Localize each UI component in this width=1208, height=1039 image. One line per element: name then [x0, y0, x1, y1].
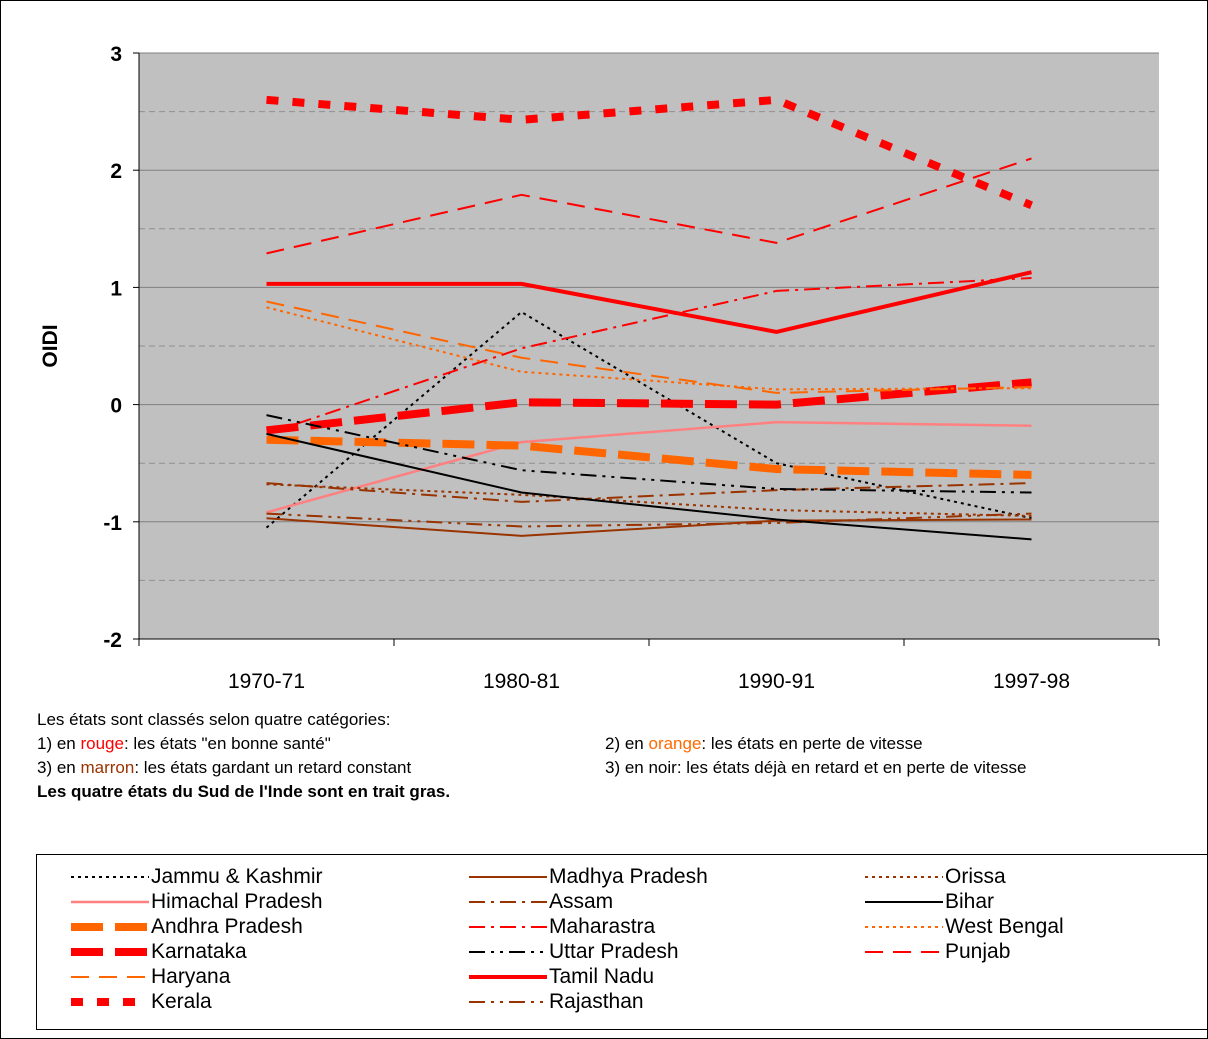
notes-bold-line: Les quatre états du Sud de l'Inde sont e…	[37, 782, 451, 801]
note-item-4: 3) en noir: les états déjà en retard et …	[605, 758, 1027, 777]
legend-swatch	[469, 901, 547, 903]
line-chart: -2 -1 0 1 2 3 1970-71 1980-81 1990-91 1997-98 OID…	[39, 43, 1160, 693]
axes: -2 -1 0 1 2 3 1970-71 1980-81 1990-91 1997-98	[103, 43, 1160, 693]
legend-swatch	[469, 876, 547, 878]
y-tick-label: 0	[110, 395, 122, 418]
legend-swatch	[71, 948, 149, 956]
legend-swatch	[71, 923, 149, 931]
legend-label: Maharastra	[549, 915, 656, 938]
legend-label: Kerala	[151, 990, 212, 1013]
legend-label: Rajasthan	[549, 990, 644, 1013]
notes-row-2: 3) en marron: les états gardant un retar…	[37, 756, 1197, 780]
legend-swatch	[865, 901, 943, 903]
legend-swatch	[469, 926, 547, 928]
series-line-himachal-pradesh	[266, 420, 1032, 514]
series-line-karnataka	[266, 378, 1032, 435]
legend-swatch	[865, 951, 943, 953]
legend-swatch	[71, 998, 149, 1006]
legend-label: Uttar Pradesh	[549, 940, 679, 963]
note-item-3: 3) en marron: les états gardant un retar…	[37, 758, 412, 777]
x-tick-label: 1990-91	[738, 670, 815, 693]
notes-intro: Les états sont classés selon quatre caté…	[37, 710, 391, 729]
series-line-andhra-pradesh	[266, 435, 1032, 479]
y-axis-label: OIDI	[39, 324, 62, 367]
legend-label: Assam	[549, 890, 614, 913]
series-line-haryana	[266, 300, 1032, 394]
y-tick-label: -1	[103, 512, 122, 535]
legend-label: Tamil Nadu	[549, 965, 655, 988]
legend-label: Bihar	[945, 890, 995, 913]
legend-label: Himachal Pradesh	[151, 890, 323, 913]
legend-swatch	[865, 876, 943, 878]
y-tick-label: 1	[110, 277, 122, 300]
notes-row-1: 1) en rouge: les états "en bonne santé" …	[37, 732, 1197, 756]
series-line-orissa	[266, 483, 1032, 517]
series-line-west-bengal	[266, 306, 1032, 391]
series-line-bihar	[266, 432, 1032, 541]
x-tick-label: 1997-98	[993, 670, 1070, 693]
legend-swatch	[71, 976, 149, 978]
legend-label: Andhra Pradesh	[151, 915, 303, 938]
legend: Jammu & Kashmir Himachal Pradesh Andhra Pr…	[36, 854, 1208, 1030]
legend-label: Punjab	[945, 940, 1011, 963]
legend-label: Haryana	[151, 965, 231, 988]
legend-swatch	[469, 951, 547, 953]
legend-swatch	[71, 876, 149, 878]
y-tick-label: -2	[103, 629, 122, 652]
notes-block: Les états sont classés selon quatre caté…	[37, 708, 1197, 804]
x-tick-label: 1970-71	[228, 670, 305, 693]
legend-swatch	[469, 1001, 547, 1003]
legend-swatch	[469, 975, 547, 979]
legend-label: West Bengal	[945, 915, 1064, 938]
x-tick-label: 1980-81	[483, 670, 560, 693]
series-line-punjab	[266, 157, 1032, 255]
series-lines	[265, 95, 1034, 541]
series-line-uttar-pradesh	[266, 414, 1032, 494]
series-line-maharastra	[266, 277, 1032, 435]
legend-label: Jammu & Kashmir	[151, 865, 323, 888]
legend-swatch	[71, 900, 149, 904]
series-line-assam	[266, 482, 1032, 503]
note-item-1: 1) en rouge: les états "en bonne santé"	[37, 734, 331, 753]
note-item-2: 2) en orange: les états en perte de vite…	[605, 734, 923, 753]
y-tick-label: 3	[110, 43, 122, 66]
legend-label: Madhya Pradesh	[549, 865, 708, 888]
legend-label: Karnataka	[151, 940, 247, 963]
y-tick-label: 2	[110, 160, 122, 183]
legend-swatch	[865, 926, 943, 928]
legend-label: Orissa	[945, 865, 1006, 888]
series-line-madhya-pradesh	[266, 517, 1032, 537]
series-line-rajasthan	[266, 512, 1032, 528]
series-line-tamil-nadu	[266, 270, 1032, 334]
